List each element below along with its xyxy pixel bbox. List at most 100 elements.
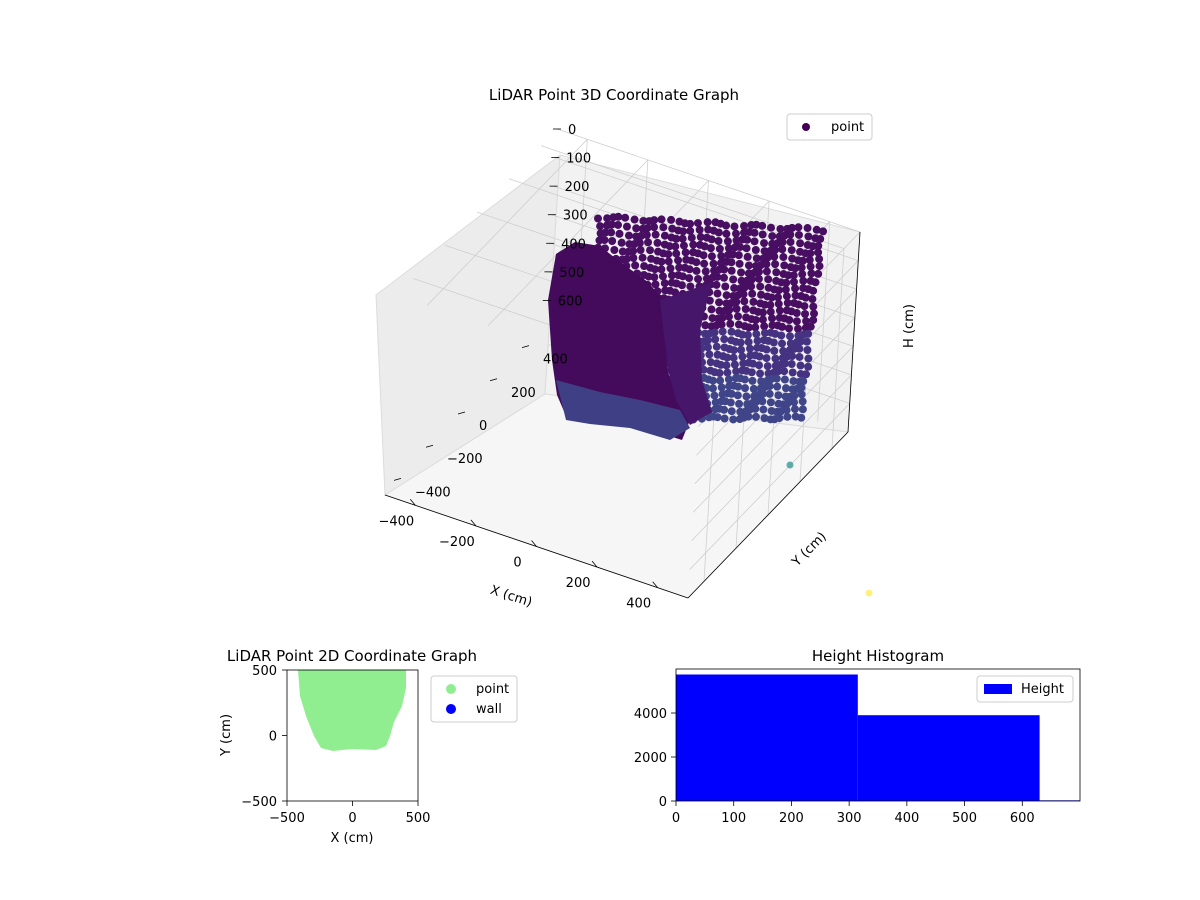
cloud-point (763, 253, 772, 262)
cloud-point (638, 253, 647, 262)
cloud-point (802, 370, 811, 379)
cloud-point (810, 309, 819, 318)
cloud-point (759, 405, 768, 414)
point-cloud (548, 212, 828, 440)
x-axis-label-3d: X (cm) (488, 583, 534, 611)
grid-line (817, 221, 831, 422)
y-tick-3d (489, 378, 498, 382)
cloud-point (667, 215, 676, 224)
cloud-point (789, 377, 798, 386)
cloud-point (754, 274, 763, 283)
cloud-point (774, 367, 783, 376)
outlier-point-yellow (865, 589, 873, 597)
x-tick-label-2d: 0 (348, 811, 356, 826)
y-tick-label-2d: 500 (252, 664, 277, 679)
y-tick-label-2d: 0 (269, 730, 277, 745)
cloud-point (672, 249, 681, 258)
cloud-point (747, 275, 756, 284)
cloud-point (635, 238, 644, 247)
cloud-point (718, 313, 727, 322)
cloud-point (791, 264, 800, 273)
x-tick-label-2d: 500 (406, 811, 431, 826)
cloud-point (782, 406, 791, 415)
cloud-point (794, 324, 803, 333)
z-axis-label-3d: H (cm) (902, 304, 917, 348)
cloud-point (685, 265, 694, 274)
cloud-point (800, 302, 809, 311)
cloud-point (705, 296, 714, 305)
cloud-point (788, 368, 797, 377)
cloud-point (741, 384, 750, 393)
cloud-point (681, 248, 690, 257)
cloud-point (739, 290, 748, 299)
cloud-point (797, 337, 806, 346)
cloud-point (723, 237, 732, 246)
cloud-point (819, 227, 828, 236)
cloud-point (741, 305, 750, 314)
cloud-point (707, 252, 716, 261)
x-ticks-2d: −500 0 500 (269, 801, 430, 826)
cloud-point (701, 321, 710, 330)
cloud-point (772, 268, 781, 277)
cloud-point (796, 361, 805, 370)
cloud-point (613, 220, 622, 229)
cloud-point (594, 214, 602, 223)
cloud-point (781, 359, 790, 368)
x-tick-label-histogram: 500 (952, 811, 977, 826)
cloud-point (783, 412, 792, 421)
cloud-point (650, 216, 659, 225)
cloud-point (742, 244, 751, 253)
plot-histogram: Height Histogram 0 100 200 300 400 500 600 0 20… (634, 647, 1081, 826)
x-tick-label-histogram: 600 (1010, 811, 1035, 826)
cloud-point (787, 246, 796, 255)
cloud-point (798, 270, 807, 279)
cloud-point (760, 247, 769, 256)
cloud-point (806, 322, 815, 331)
cloud-point (771, 354, 780, 363)
z-tick-label-3d: 0 (568, 123, 576, 138)
cloud-point (723, 368, 732, 377)
cloud-point (778, 245, 787, 254)
plot-2d: LiDAR Point 2D Coordinate Graph −500 0 500… (219, 647, 518, 846)
cloud-point (780, 375, 789, 384)
cloud-point (657, 257, 666, 266)
cloud-point (801, 293, 810, 302)
x-ticks-3d: −400 −200 0 200 400 (378, 499, 659, 612)
cloud-point (664, 250, 673, 259)
cloud-point (614, 212, 623, 221)
cloud-point (802, 337, 811, 346)
legend-marker-wall (446, 704, 456, 714)
cloud-point (692, 258, 701, 267)
cloud-point (815, 254, 824, 263)
cloud-point (715, 244, 724, 253)
x-tick-label-histogram: 300 (837, 811, 862, 826)
cloud-point (622, 222, 631, 231)
legend-label-point: point (831, 120, 864, 135)
cloud-point (758, 397, 767, 406)
cloud-point (622, 255, 631, 264)
x-tick-label-3d: −200 (439, 535, 475, 550)
legend-3d: point (786, 113, 873, 141)
cloud-point (747, 368, 756, 377)
cloud-point (715, 298, 724, 307)
title-2d: LiDAR Point 2D Coordinate Graph (227, 647, 477, 665)
y-tick-label-3d: 200 (511, 386, 536, 401)
cloud-point (743, 235, 752, 244)
cloud-point (679, 241, 688, 250)
cloud-point (694, 275, 703, 284)
y-axis-line (687, 431, 849, 599)
cloud-point (720, 414, 729, 423)
y-axis-label-2d: Y (cm) (219, 714, 234, 757)
cloud-point (751, 246, 760, 255)
cloud-point (596, 222, 605, 231)
cloud-point (636, 246, 645, 255)
cloud-point (744, 412, 753, 421)
cloud-point (786, 238, 795, 247)
cloud-point (748, 376, 757, 385)
cloud-point (814, 248, 823, 257)
cloud-point (804, 354, 813, 363)
outlier-point-teal (786, 461, 794, 469)
cloud-point (760, 239, 769, 248)
cloud-point (765, 389, 774, 398)
grid-line (556, 128, 861, 233)
